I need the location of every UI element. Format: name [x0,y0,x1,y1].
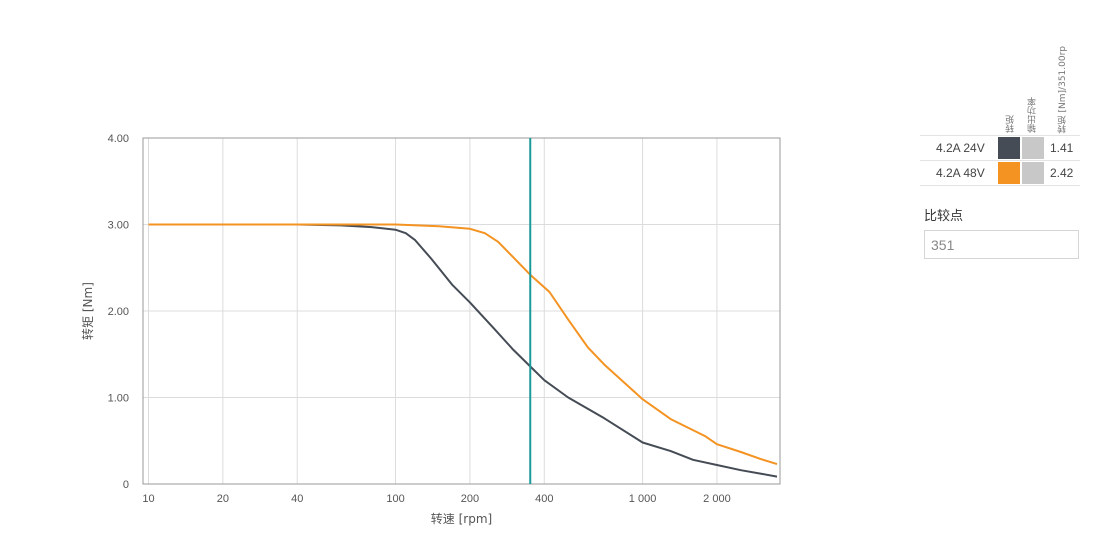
plot-frame [142,137,781,485]
legend-power-swatch[interactable] [1022,162,1044,184]
y-tick-label: 4.00 [108,133,129,145]
legend-header-torque: 转矩 [1006,115,1016,133]
legend-row: 4.2A 48V 2.42 [920,160,1080,186]
legend-header: 转矩 输出功率 转矩 [Nm]/351.00rp [920,40,1080,135]
series-line [148,223,778,466]
x-tick-label: 40 [291,493,303,505]
chart-series [148,223,778,478]
legend-power-swatch[interactable] [1022,137,1044,159]
legend-row-value: 2.42 [1050,166,1074,180]
y-tick-label: 2.00 [108,306,129,318]
x-tick-label: 20 [217,493,229,505]
x-axis-ticks: 10 20 40 100 200 400 1 000 2 000 [142,493,730,505]
x-tick-label: 400 [535,493,553,505]
y-tick-label: 0 [123,479,129,491]
x-axis-label: 转速 [rpm] [431,511,492,526]
legend-row-label: 4.2A 24V [936,141,985,155]
y-axis-label: 转矩 [Nm] [80,282,95,340]
x-tick-label: 200 [461,493,479,505]
x-tick-label: 2 000 [703,493,731,505]
legend-row: 4.2A 24V 1.41 [920,135,1080,160]
legend-header-power: 输出功率 [1028,97,1038,133]
compare-point-input[interactable] [924,230,1079,259]
x-tick-label: 1 000 [629,493,657,505]
legend-row-value: 1.41 [1050,141,1074,155]
series-line [148,223,778,478]
y-axis-ticks: 0 1.00 2.00 3.00 4.00 [108,133,129,491]
chart-grid [143,137,780,485]
legend-header-value: 转矩 [Nm]/351.00rp [1058,45,1068,133]
legend-row-label: 4.2A 48V [936,166,985,180]
y-tick-label: 3.00 [108,220,129,232]
compare-point-title: 比较点 [924,209,964,224]
legend-torque-swatch[interactable] [998,137,1020,159]
x-tick-label: 10 [142,493,154,505]
torque-chart: 0 1.00 2.00 3.00 4.00 10 20 40 100 200 400 1 000 2 … [80,133,781,526]
x-tick-label: 100 [386,493,404,505]
legend-torque-swatch[interactable] [998,162,1020,184]
legend-panel: 转矩 输出功率 转矩 [Nm]/351.00rp 4.2A 24V 1.41 4… [920,40,1080,186]
y-tick-label: 1.00 [108,393,129,405]
